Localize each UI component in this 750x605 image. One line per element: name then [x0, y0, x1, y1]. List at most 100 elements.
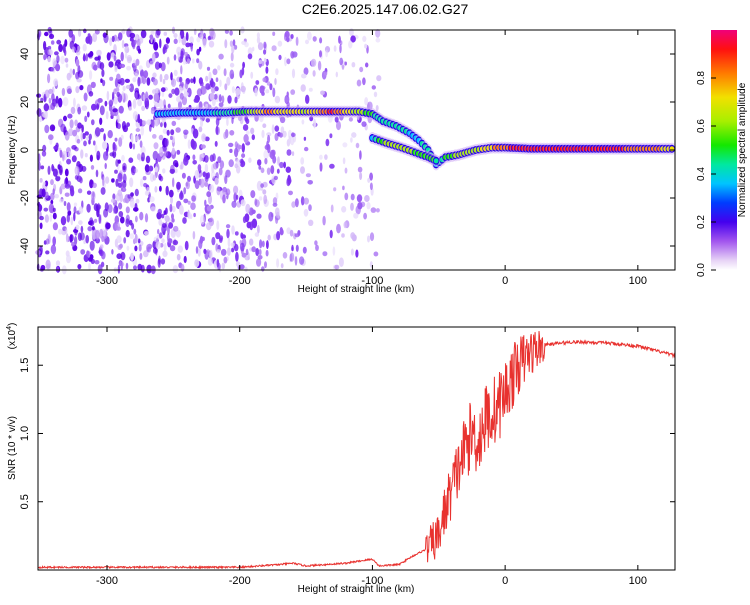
noise-speck	[199, 154, 202, 162]
noise-speck	[314, 240, 318, 246]
spectrogram-y-label: Frequency (Hz)	[7, 116, 18, 185]
noise-speck	[198, 126, 203, 133]
noise-speck	[92, 182, 97, 188]
noise-speck	[199, 215, 205, 225]
noise-speck	[235, 194, 239, 200]
noise-speck	[108, 61, 114, 68]
noise-speck	[60, 216, 67, 226]
noise-speck	[94, 29, 100, 35]
noise-speck	[154, 186, 158, 193]
noise-speck	[300, 157, 305, 165]
noise-speck	[86, 203, 91, 213]
noise-speck	[264, 144, 270, 151]
noise-speck	[82, 54, 86, 62]
noise-speck	[201, 133, 207, 142]
noise-speck	[201, 153, 205, 158]
noise-speck	[158, 134, 164, 141]
noise-speck	[49, 213, 53, 222]
noise-speck	[159, 73, 163, 83]
noise-speck	[221, 95, 225, 104]
noise-speck	[102, 141, 108, 150]
noise-speck	[161, 223, 167, 228]
noise-speck	[95, 204, 102, 210]
noise-speck	[224, 83, 228, 91]
noise-speck	[124, 45, 130, 54]
noise-speck	[362, 77, 366, 86]
noise-speck	[176, 46, 182, 55]
noise-speck	[342, 185, 345, 191]
noise-speck	[160, 122, 163, 128]
noise-speck	[58, 44, 63, 52]
noise-speck	[110, 198, 116, 203]
noise-speck	[202, 171, 207, 178]
noise-speck	[223, 131, 227, 140]
noise-speck	[272, 197, 278, 205]
noise-speck	[282, 130, 287, 138]
noise-speck	[369, 172, 373, 181]
noise-speck	[84, 153, 88, 158]
noise-speck	[312, 36, 317, 42]
noise-speck	[52, 58, 57, 67]
noise-speck	[256, 36, 261, 44]
noise-speck	[256, 258, 262, 267]
noise-speck	[87, 53, 93, 58]
noise-speck	[77, 106, 82, 115]
noise-speck	[325, 49, 328, 58]
noise-speck	[329, 229, 333, 239]
noise-speck	[225, 169, 231, 178]
noise-speck	[173, 69, 178, 77]
noise-speck	[218, 53, 224, 60]
noise-speck	[219, 235, 224, 242]
noise-speck	[206, 191, 212, 198]
noise-speck	[148, 94, 153, 100]
noise-speck	[245, 248, 249, 256]
noise-speck	[73, 206, 77, 214]
noise-speck	[177, 245, 183, 253]
noise-speck	[194, 169, 200, 180]
noise-speck	[120, 51, 124, 62]
noise-speck	[226, 117, 229, 126]
noise-speck	[126, 245, 130, 251]
secondary-trace-mark-core	[433, 158, 439, 164]
noise-speck	[87, 226, 93, 232]
noise-speck	[134, 188, 139, 197]
noise-speck	[308, 219, 314, 226]
noise-speck	[170, 135, 173, 141]
noise-speck	[225, 224, 231, 229]
noise-speck	[86, 190, 92, 195]
noise-speck	[254, 113, 259, 122]
y-tick-label: 0	[19, 147, 31, 153]
noise-speck	[194, 180, 200, 190]
noise-speck	[129, 219, 133, 226]
noise-speck	[176, 181, 181, 190]
noise-speck	[179, 29, 185, 39]
colorbar-tick-label: 0.4	[696, 167, 707, 181]
noise-speck	[90, 165, 95, 170]
noise-speck	[158, 62, 162, 69]
noise-speck	[134, 135, 140, 142]
noise-speck	[307, 31, 312, 41]
noise-speck	[85, 53, 89, 62]
noise-speck	[279, 227, 283, 235]
noise-speck	[80, 149, 84, 159]
noise-speck	[135, 58, 140, 66]
noise-speck	[258, 60, 263, 64]
noise-speck	[222, 194, 226, 204]
noise-speck	[115, 222, 120, 231]
noise-speck	[289, 229, 294, 237]
noise-speck	[158, 173, 162, 181]
noise-speck	[375, 37, 381, 43]
noise-speck	[183, 91, 188, 98]
noise-speck	[244, 266, 248, 272]
noise-speck	[129, 233, 135, 239]
noise-speck	[197, 164, 202, 172]
noise-speck	[288, 190, 293, 196]
noise-speck	[112, 193, 116, 200]
colorbar-tick-label: 0.0	[696, 263, 707, 277]
noise-speck	[114, 169, 118, 174]
noise-speck	[282, 252, 288, 259]
noise-speck	[240, 199, 246, 207]
noise-speck	[152, 119, 155, 129]
noise-speck	[234, 96, 238, 104]
